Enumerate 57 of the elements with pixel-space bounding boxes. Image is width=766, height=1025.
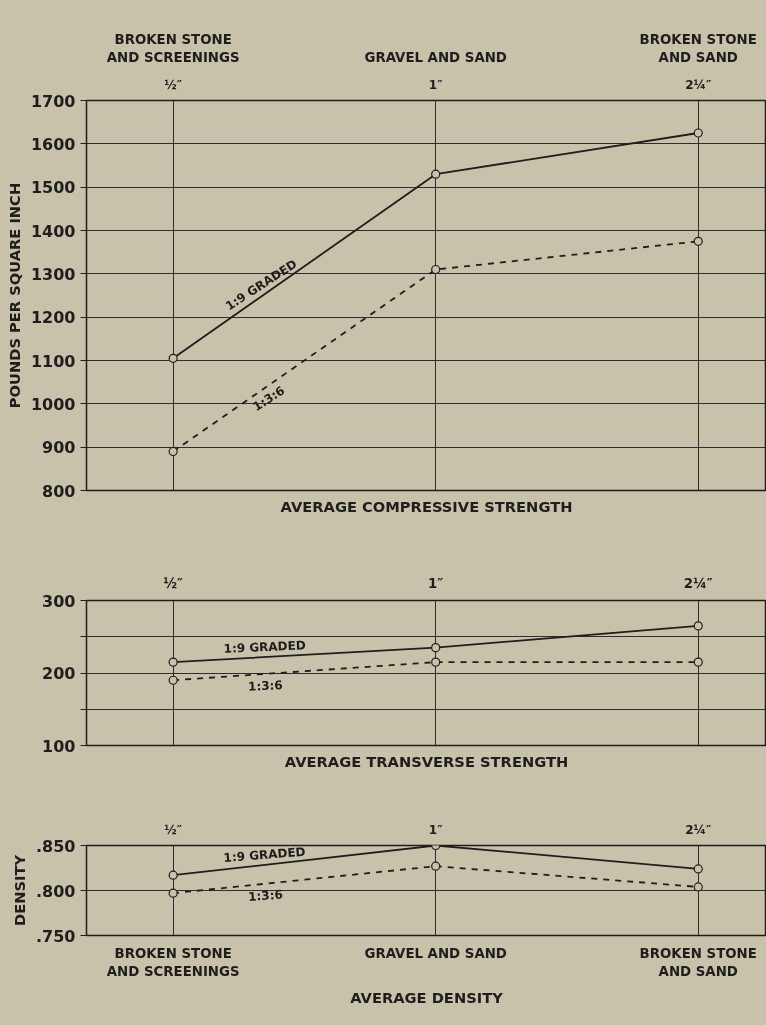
x-tick-label: BROKEN STONE AND SCREENINGS [106, 31, 240, 65]
point [431, 264, 441, 275]
x-tick-label: GRAVEL AND SAND [364, 945, 507, 961]
text: AVERAGE DENSITY [350, 988, 504, 1006]
y-tick-label: 1400 [30, 221, 76, 241]
y-tick-label: 300 [42, 591, 76, 611]
text: 1″ [428, 77, 444, 92]
series-label: 1:3:6 [247, 887, 284, 904]
y-axis-title: DENSITY [11, 854, 29, 927]
x-tick-label: BROKEN STONE AND SAND [639, 31, 757, 65]
x-tick-label: BROKEN STONE AND SCREENINGS [106, 945, 240, 979]
text: ½″ [164, 822, 183, 837]
y-tick-label: 1600 [30, 134, 76, 154]
point [693, 864, 703, 874]
point [431, 643, 441, 653]
y-tick-label: 800 [42, 481, 76, 501]
y-tick-label: 1000 [30, 394, 76, 414]
y-tick-label: 1500 [30, 178, 76, 198]
text: ½″ [164, 77, 183, 92]
point [431, 657, 441, 667]
point [693, 236, 703, 246]
x-tick-label: GRAVEL AND SAND [364, 49, 507, 65]
text: 1″ [428, 822, 444, 837]
point [168, 657, 178, 667]
point [693, 128, 703, 138]
text: AVERAGE COMPRESSIVE STRENGTH [280, 497, 573, 515]
y-tick-label: 900 [42, 438, 76, 458]
point [168, 353, 178, 363]
point [431, 169, 441, 179]
point [168, 870, 178, 880]
y-tick-label: .800 [36, 881, 76, 901]
y-tick-label: 100 [42, 736, 76, 756]
text: AVERAGE TRANSVERSE STRENGTH [284, 752, 569, 770]
y-tick-label: 1100 [30, 351, 76, 371]
x-tick-label: ½″ [163, 575, 184, 591]
x-tick-label: 1″ [428, 575, 444, 591]
y-tick-label: 1200 [30, 308, 76, 328]
x-tick-label: BROKEN STONE AND SAND [639, 945, 757, 979]
y-tick-label: .850 [36, 836, 76, 856]
y-axis-title: POUNDS PER SQUARE INCH [5, 182, 23, 409]
x-tick-label: 2¼″ [683, 575, 713, 591]
point [431, 861, 441, 871]
point [693, 882, 703, 892]
point [693, 657, 703, 667]
y-tick-label: .750 [36, 926, 76, 946]
point [168, 446, 178, 457]
series-label: 1:9 GRADED [223, 844, 307, 865]
point [168, 888, 178, 898]
series-label: 1:9 GRADED [223, 638, 307, 656]
y-tick-label: 1700 [30, 91, 76, 111]
point [168, 675, 178, 685]
text: 2¼″ [685, 77, 712, 92]
y-tick-label: 200 [42, 664, 76, 683]
text: 2¼″ [685, 822, 712, 837]
y-tick-label: 1300 [30, 264, 76, 284]
point [693, 621, 703, 631]
series-label: 1:3:6 [247, 677, 284, 694]
